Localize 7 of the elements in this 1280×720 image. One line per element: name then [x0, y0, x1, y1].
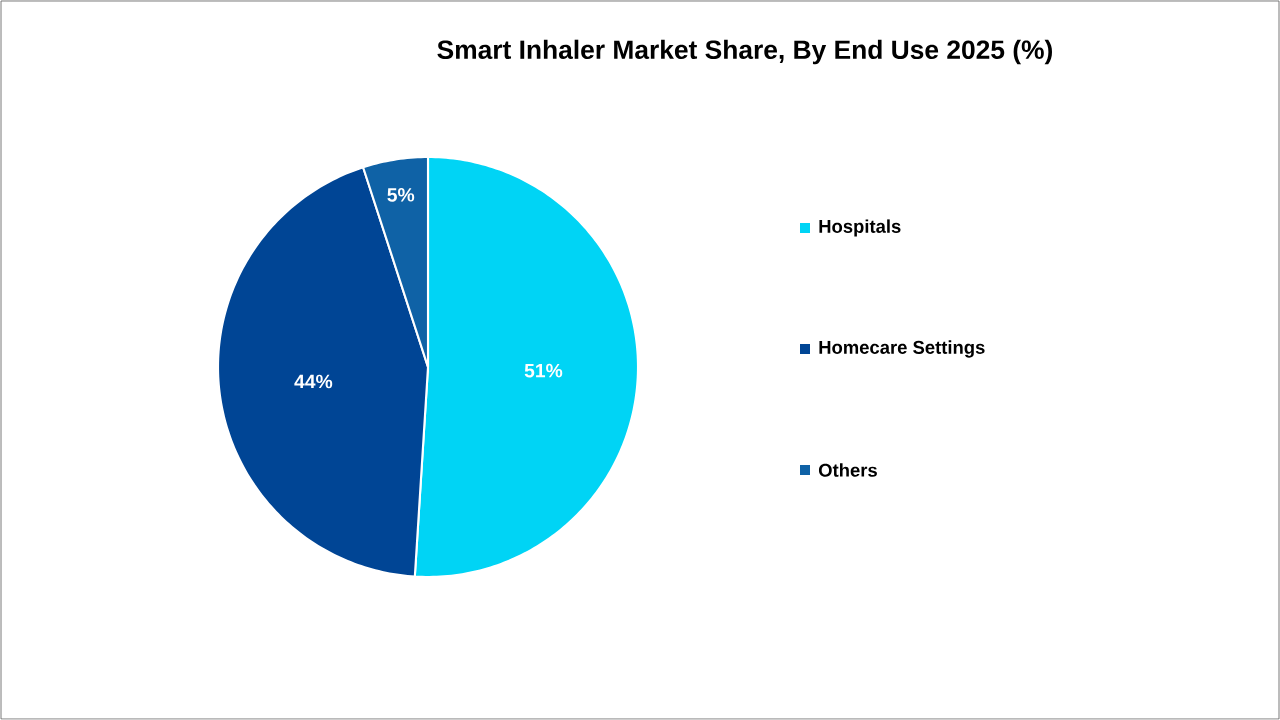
data-label: 51% — [524, 363, 563, 378]
data-label: 44% — [294, 374, 333, 389]
legend-label: Hospitals — [819, 219, 901, 237]
data-label: 5% — [387, 188, 415, 202]
legend-label: Others — [818, 463, 877, 477]
chart-title: Smart Inhaler Market Share, By End Use 2025 (%) — [437, 39, 1052, 65]
legend-label: Homecare Settings — [819, 340, 985, 358]
